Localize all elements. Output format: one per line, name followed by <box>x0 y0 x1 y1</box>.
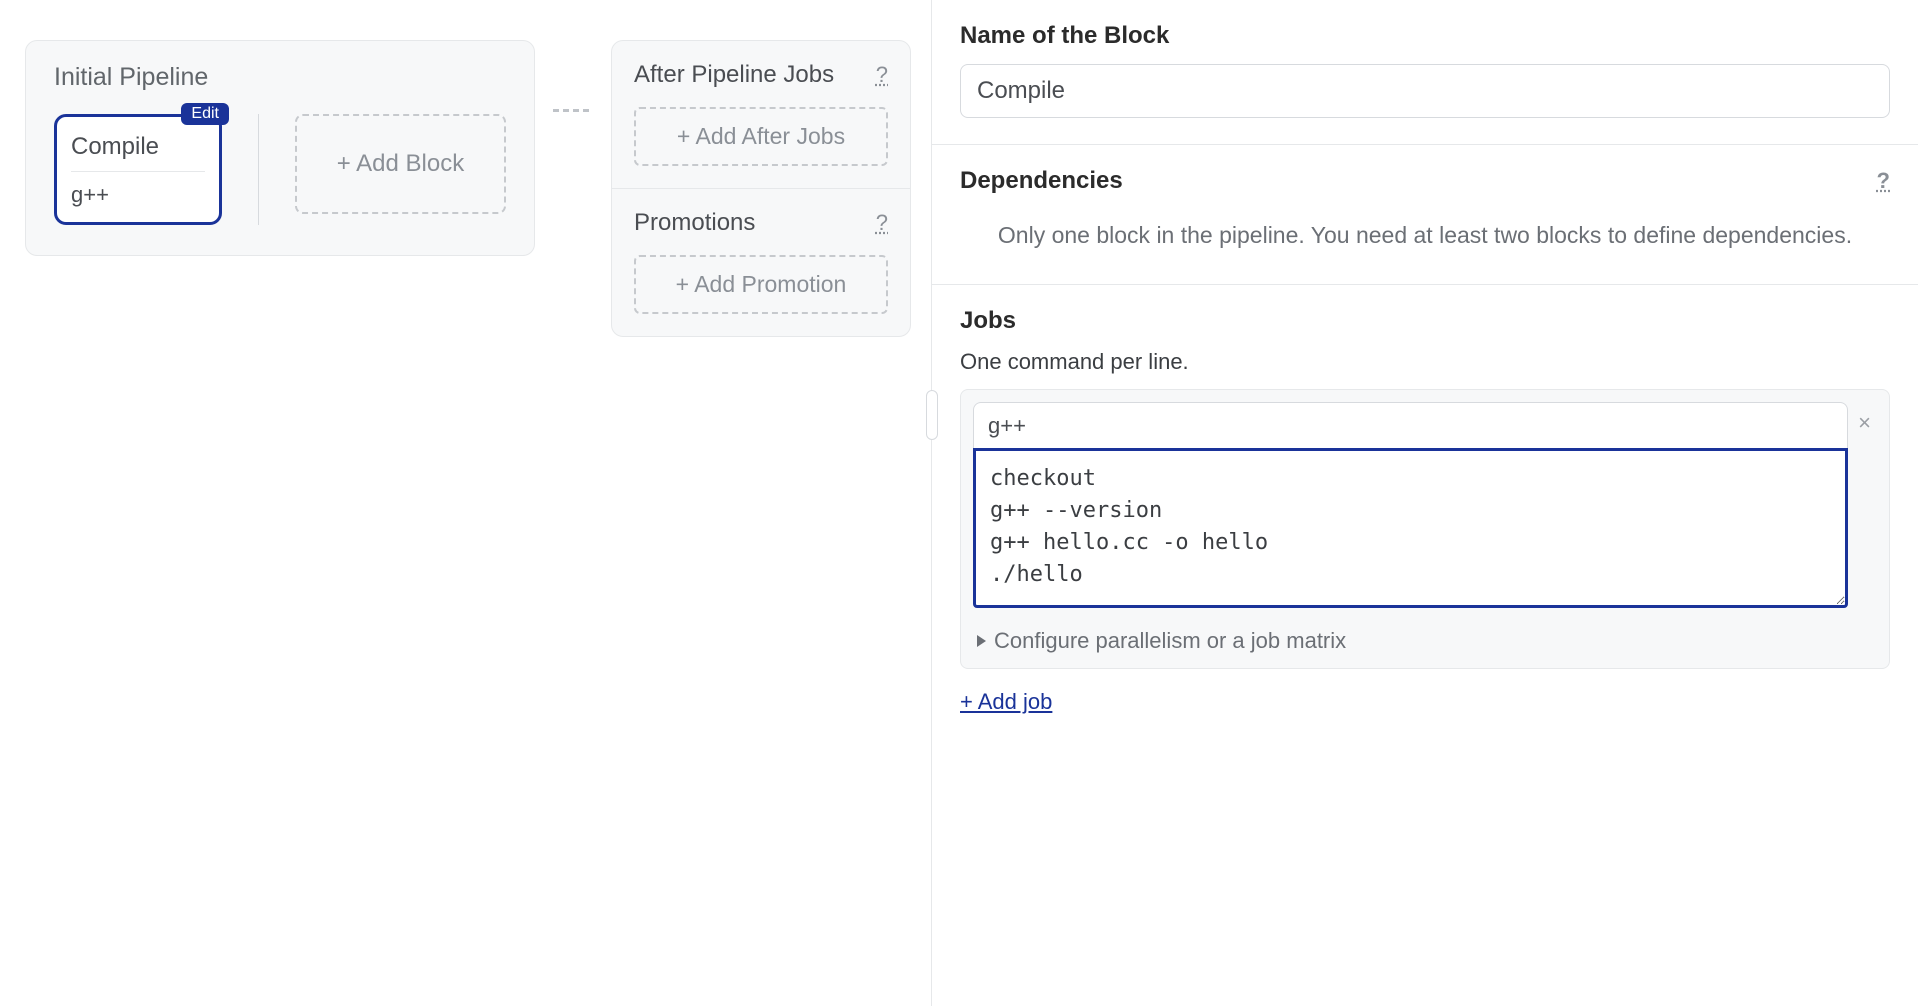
job-commands-textarea[interactable] <box>973 448 1848 608</box>
remove-job-icon[interactable]: × <box>1858 402 1877 436</box>
jobs-section: Jobs One command per line. Configure par… <box>932 285 1918 741</box>
pipeline-card: Initial Pipeline Edit Compile g++ + Add … <box>25 40 535 256</box>
jobs-label: Jobs <box>960 307 1890 335</box>
help-icon[interactable]: ? <box>1877 168 1890 194</box>
edit-badge[interactable]: Edit <box>181 103 229 125</box>
add-job-link[interactable]: + Add job <box>960 689 1052 715</box>
block-job-label: g++ <box>71 182 205 208</box>
name-label: Name of the Block <box>960 22 1890 50</box>
promotions-section: Promotions ? + Add Promotion <box>612 188 910 336</box>
dependencies-section: Dependencies ? Only one block in the pip… <box>932 145 1918 285</box>
help-icon[interactable]: ? <box>876 62 888 88</box>
block-name-input[interactable] <box>960 64 1890 118</box>
block-name: Compile <box>71 133 205 172</box>
triangle-right-icon <box>977 635 986 647</box>
block-compile[interactable]: Edit Compile g++ <box>54 114 222 225</box>
after-jobs-section: After Pipeline Jobs ? + Add After Jobs <box>612 41 910 188</box>
block-divider <box>258 114 259 225</box>
job-item: Configure parallelism or a job matrix × <box>960 389 1890 669</box>
parallelism-label: Configure parallelism or a job matrix <box>994 628 1346 654</box>
promotions-title: Promotions <box>634 209 755 237</box>
help-icon[interactable]: ? <box>876 210 888 236</box>
add-promotion-button[interactable]: + Add Promotion <box>634 255 888 314</box>
configure-parallelism-toggle[interactable]: Configure parallelism or a job matrix <box>973 614 1848 656</box>
panel-resize-handle[interactable] <box>926 390 938 440</box>
side-card: After Pipeline Jobs ? + Add After Jobs P… <box>611 40 911 337</box>
pipeline-canvas: Initial Pipeline Edit Compile g++ + Add … <box>0 0 931 1006</box>
name-section: Name of the Block <box>932 0 1918 145</box>
jobs-sublabel: One command per line. <box>960 349 1890 375</box>
job-name-input[interactable] <box>973 402 1848 449</box>
after-jobs-title: After Pipeline Jobs <box>634 61 834 89</box>
dependencies-label: Dependencies <box>960 167 1123 195</box>
add-block-button[interactable]: + Add Block <box>295 114 506 214</box>
pipeline-connector <box>553 80 593 140</box>
pipeline-row: Edit Compile g++ + Add Block <box>54 114 506 225</box>
dependencies-message: Only one block in the pipeline. You need… <box>960 209 1890 258</box>
block-editor-panel: Name of the Block Dependencies ? Only on… <box>931 0 1918 1006</box>
add-after-jobs-button[interactable]: + Add After Jobs <box>634 107 888 166</box>
pipeline-title: Initial Pipeline <box>54 63 506 92</box>
